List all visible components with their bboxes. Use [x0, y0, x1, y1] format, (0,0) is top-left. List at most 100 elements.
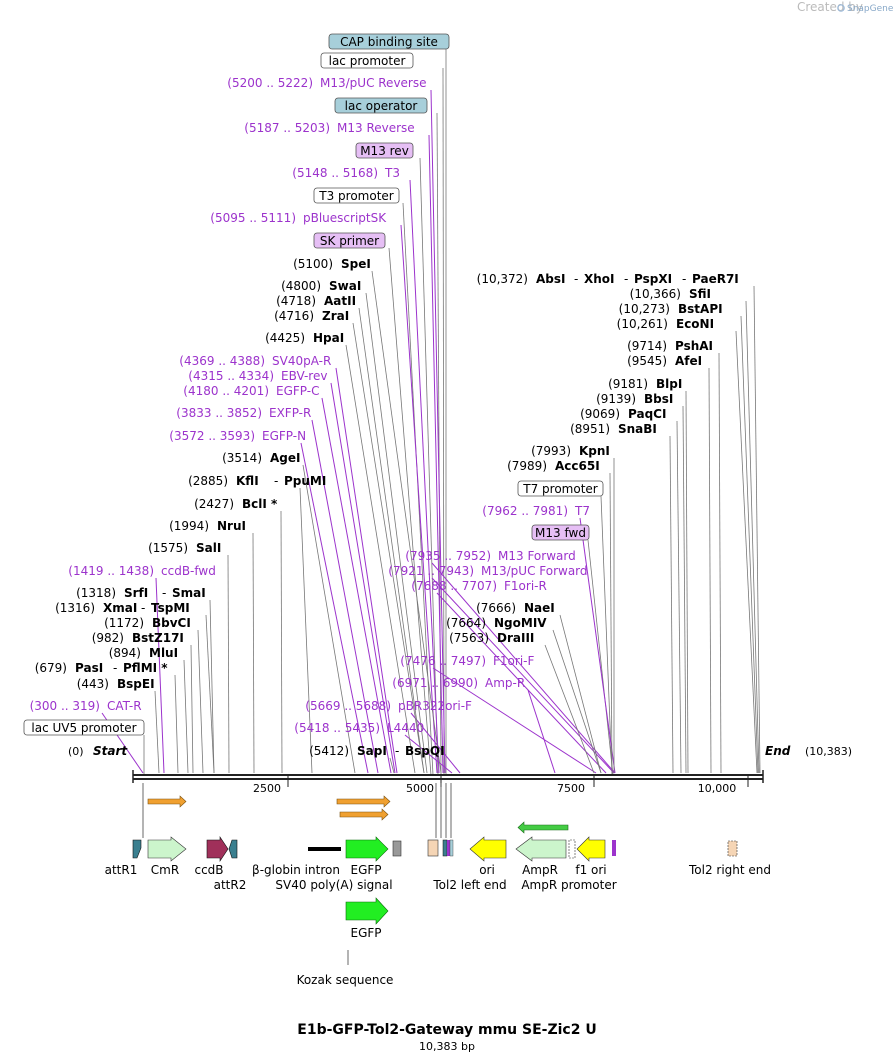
primer-range: (5418 .. 5435) [294, 721, 380, 735]
site-separator: - [274, 474, 278, 488]
connector-line [389, 757, 395, 774]
site-name: AfeI [675, 354, 702, 368]
feature-box [320, 52, 414, 69]
primer-range: (6971 .. 6990) [392, 676, 478, 690]
connector-line [436, 592, 607, 774]
primer-range: (300 .. 319) [30, 699, 100, 713]
feature-box [23, 719, 145, 736]
site-name: DraIII [497, 631, 534, 645]
connector-line [587, 539, 614, 776]
feature-box [313, 187, 400, 204]
orf-arrows [147, 795, 569, 834]
primer-range: (7476 .. 7497) [400, 654, 486, 668]
site-name: SnaBI [618, 422, 657, 436]
site-separator: - [141, 601, 145, 615]
site-position: (3514) [222, 451, 262, 465]
primer-name: EGFP-C [276, 384, 319, 398]
features [132, 836, 738, 925]
site-position: (1316) [55, 601, 95, 615]
map-title: E1b-GFP-Tol2-Gateway mmu SE-Zic2 U [297, 1022, 596, 1038]
egfp-arrow [345, 836, 389, 862]
site-name: PaqCI [628, 407, 666, 421]
site-name: BbsI [644, 392, 673, 406]
site-name: NgoMIV [494, 616, 547, 630]
feature-label-ampr: AmpR [522, 863, 558, 877]
connector-line [544, 644, 595, 774]
site-position: (443) [77, 677, 109, 691]
site-position: (7989) [507, 459, 547, 473]
watermark-brand: SnapGene [847, 4, 894, 14]
connector-line [609, 472, 613, 774]
site-name: KflI [236, 474, 259, 488]
attr1-shape [132, 839, 142, 859]
site-name: BbvCI [152, 616, 191, 630]
site-position: (7664) [446, 616, 486, 630]
connector-line [682, 405, 687, 774]
primer-name: EGFP-N [262, 429, 306, 443]
site-position: (1994) [169, 519, 209, 533]
primer-range: (5095 .. 5111) [210, 211, 296, 225]
tol2-right-end-shape [727, 840, 738, 857]
feature-box-label: lac UV5 promoter [31, 721, 136, 735]
connector-line [404, 734, 453, 774]
site-position: (7563) [449, 631, 489, 645]
primer-range: (5148 .. 5168) [292, 166, 378, 180]
connector-line [431, 577, 615, 774]
sequence-length: 10,383 bp [419, 1040, 475, 1053]
end-label: End [765, 744, 791, 758]
site-position: (679) [35, 661, 67, 675]
orf-arrow [339, 808, 389, 821]
site-name-alt: PspXI [634, 272, 672, 286]
connector-line [330, 382, 396, 774]
connector-line [685, 390, 689, 774]
connector-line [183, 659, 189, 774]
site-separator: - [113, 661, 117, 675]
feature-label-f1-ori: f1 ori [575, 863, 606, 877]
site-position: (8951) [570, 422, 610, 436]
connector-line [358, 307, 425, 774]
site-name-alt: XhoI [584, 272, 615, 286]
primer-range: (7688 .. 7707) [411, 579, 497, 593]
connector-line [428, 134, 444, 774]
site-position: (1575) [148, 541, 188, 555]
connector-line [252, 532, 255, 774]
misc-feature-shape [442, 839, 448, 857]
site-name: BspEI [117, 677, 155, 691]
feature-box-label: CAP binding site [340, 35, 438, 49]
feature-label-sv40-polya: SV40 poly(A) signal [275, 878, 392, 892]
primer-range: (4315 .. 4334) [188, 369, 274, 383]
site-name: HpaI [313, 331, 344, 345]
site-position: (10,273) [619, 302, 670, 316]
site-position: (10,366) [630, 287, 681, 301]
site-position: (10,372) [477, 272, 528, 286]
site-name: BlpI [656, 377, 682, 391]
primer-name: M13/pUC Forward [481, 564, 588, 578]
site-position: (9714) [627, 339, 667, 353]
primer-name: Amp-R [485, 676, 525, 690]
connector-line [371, 270, 442, 774]
site-name: BstZ17I [132, 631, 184, 645]
connector-line [745, 300, 760, 774]
orf-arrow [147, 795, 187, 808]
feature-box-label: SK primer [320, 234, 379, 248]
tol2-left-end-shape [427, 839, 439, 857]
feature-box [334, 97, 428, 114]
primer-name: L4440 [387, 721, 424, 735]
connector-line [299, 487, 313, 774]
feature-box-label: M13 fwd [535, 526, 586, 540]
site-position: (9069) [580, 407, 620, 421]
site-name: SwaI [329, 279, 361, 293]
primer-range: (3572 .. 3593) [169, 429, 255, 443]
feature-box [355, 142, 414, 159]
site-name: PshAI [675, 339, 713, 353]
primer-name: pBluescriptSK [303, 211, 387, 225]
site-name: KpnI [579, 444, 610, 458]
feature-label-ori: ori [479, 863, 495, 877]
feature-box-label: T7 promoter [522, 482, 598, 496]
ampr-arrow [515, 836, 567, 862]
watermark-prefix: Created by [797, 0, 863, 14]
axis-tick-label: 5000 [406, 782, 434, 795]
feature-labels: attR1 CmR ccdB attR2 β-globin intron EGF… [105, 863, 771, 987]
site-position: (10,261) [617, 317, 668, 331]
